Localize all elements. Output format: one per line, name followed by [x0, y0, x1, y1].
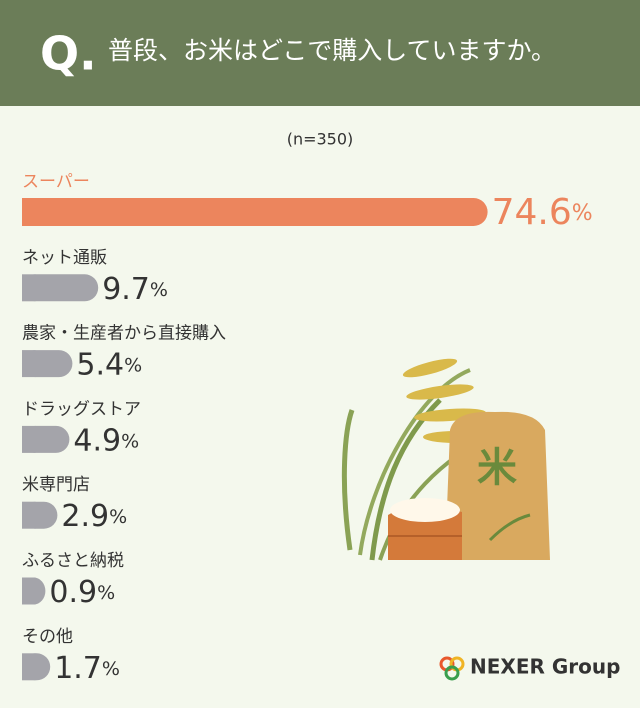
category-label: 農家・生産者から直接購入 [22, 324, 226, 344]
value-label: 9.7% [102, 271, 168, 306]
bar-square-start [22, 198, 36, 226]
value-label: 0.9% [49, 575, 115, 610]
value-label: 74.6% [492, 192, 593, 233]
logo: NEXER Group [439, 655, 620, 681]
value-label: 5.4% [76, 347, 142, 382]
bar-square-start [22, 274, 36, 302]
bar [22, 274, 99, 302]
bar-square-start [22, 350, 36, 378]
category-label: ネット通販 [22, 248, 107, 268]
bag-text: 米 [477, 445, 517, 491]
category-label: 米専門店 [22, 475, 90, 495]
bar-square-start [22, 577, 36, 605]
category-label: ふるさと納税 [22, 551, 124, 571]
q-mark: Q. [40, 27, 97, 81]
value-label: 2.9% [61, 499, 127, 534]
subtitle: (n=350) [287, 130, 354, 149]
value-label: 1.7% [54, 650, 120, 685]
logo-text: NEXER Group [470, 655, 620, 679]
category-label: その他 [22, 627, 73, 647]
category-label: スーパー [22, 172, 90, 192]
bar-square-start [22, 501, 36, 529]
category-label: ドラッグストア [22, 399, 141, 419]
header [0, 0, 640, 106]
bar [22, 198, 488, 226]
bar-square-start [22, 653, 36, 681]
illustration: 米 [341, 358, 550, 561]
value-label: 4.9% [73, 423, 139, 458]
title: 普段、お米はどこで購入していますか。 [108, 36, 556, 65]
bar-square-start [22, 425, 36, 453]
